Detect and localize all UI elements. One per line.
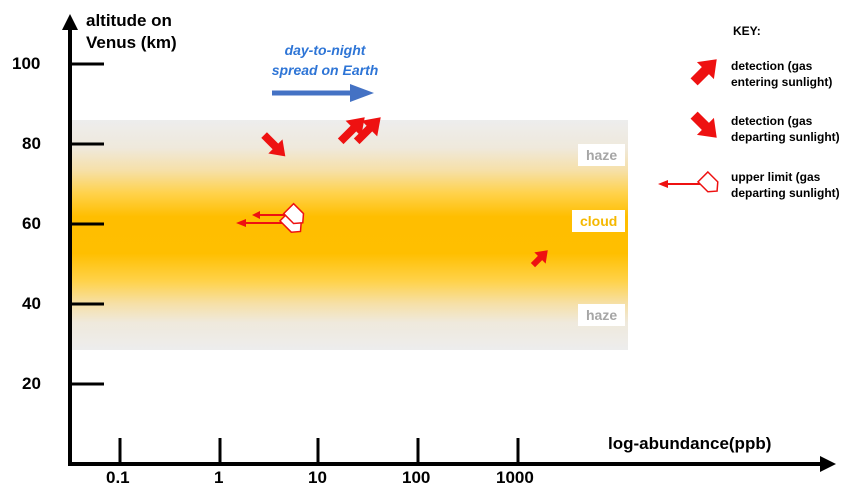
- detection-entering-arrow-cloud: [530, 250, 548, 268]
- y-tick-label-60: 60: [22, 214, 41, 233]
- atmosphere-band: [72, 120, 628, 350]
- key-upper-limit-icon: [658, 170, 719, 193]
- y-tick-label-40: 40: [22, 294, 41, 313]
- earth-spread-note-line1: day-to-night: [284, 42, 366, 58]
- key-departing-icon: [690, 111, 717, 138]
- earth-spread-note: day-to-night spread on Earth: [250, 40, 400, 80]
- upper-limit-arrow-1: [236, 209, 302, 233]
- x-axis-arrowhead: [820, 456, 836, 472]
- key-entering-text: detection (gas entering sunlight): [731, 59, 833, 89]
- detection-departing-arrow: [261, 132, 286, 157]
- y-tick-label-100: 100: [12, 54, 41, 73]
- key-entering-icon: [690, 59, 717, 86]
- earth-spread-arrow: [272, 84, 374, 102]
- x-tick-label-100: 100: [402, 468, 431, 487]
- x-tick-label-1000: 1000: [496, 468, 534, 487]
- key-title: KEY:: [733, 24, 761, 38]
- y-tick-label-80: 80: [22, 134, 41, 153]
- y-axis-title-line1: altitude on: [86, 11, 172, 30]
- earth-spread-note-line2: spread on Earth: [271, 62, 379, 78]
- x-axis-title: log-abundance(ppb): [608, 434, 772, 453]
- y-tick-label-20: 20: [22, 374, 41, 393]
- y-axis-title-line2: Venus (km): [86, 33, 177, 52]
- x-tick-label-0.1: 0.1: [106, 468, 130, 487]
- haze-upper-label: haze: [578, 144, 626, 166]
- y-axis-arrowhead: [62, 14, 78, 30]
- key-upper-limit-text: upper limit (gas departing sunlight): [731, 170, 840, 200]
- detection-entering-arrow-1: [337, 117, 365, 145]
- key-departing-text: detection (gas departing sunlight): [731, 114, 840, 144]
- detection-entering-arrow-2: [353, 117, 381, 145]
- cloud-label: cloud: [572, 210, 626, 232]
- y-axis-title: altitude on Venus (km): [86, 10, 177, 54]
- x-tick-label-1: 1: [214, 468, 224, 487]
- haze-lower-label: haze: [578, 304, 626, 326]
- x-tick-label-10: 10: [308, 468, 327, 487]
- upper-limit-arrow-2: [252, 202, 305, 225]
